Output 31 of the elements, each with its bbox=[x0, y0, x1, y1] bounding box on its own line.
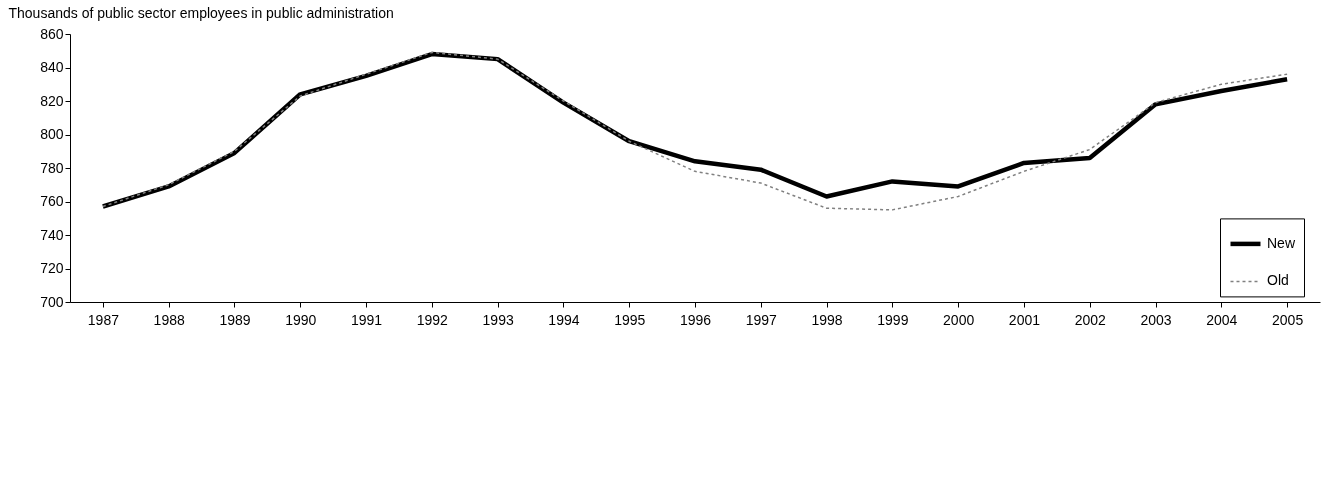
x-tick-label: 1993 bbox=[482, 311, 514, 328]
legend-label: New bbox=[1267, 234, 1296, 251]
x-tick-label: 1996 bbox=[679, 311, 712, 328]
x-tick-label: 2001 bbox=[1008, 311, 1041, 328]
x-tick-label: 2005 bbox=[1272, 311, 1304, 328]
x-tick-label: 2004 bbox=[1206, 311, 1238, 328]
y-tick-label: 780 bbox=[40, 159, 64, 176]
x-tick-label: 1988 bbox=[153, 311, 185, 328]
y-tick-label: 800 bbox=[40, 126, 64, 142]
y-tick-label: 740 bbox=[40, 226, 64, 243]
y-tick-label: 820 bbox=[40, 92, 64, 109]
y-tick-label: 860 bbox=[40, 25, 64, 42]
y-tick-label: 720 bbox=[40, 260, 64, 276]
y-tick-label: 700 bbox=[40, 293, 64, 310]
x-tick-label: 1991 bbox=[350, 311, 383, 328]
x-tick-label: 2000 bbox=[943, 311, 975, 328]
x-tick-label: 1989 bbox=[219, 311, 251, 328]
legend-label: Old bbox=[1267, 272, 1289, 289]
x-tick-label: 1990 bbox=[285, 311, 317, 328]
x-tick-label: 2002 bbox=[1074, 311, 1107, 328]
x-tick-label: 1997 bbox=[745, 311, 778, 328]
x-tick-label: 1992 bbox=[416, 311, 449, 328]
x-tick-label: 2003 bbox=[1140, 311, 1172, 328]
x-tick-label: 1995 bbox=[614, 311, 646, 328]
x-tick-label: 1998 bbox=[811, 311, 843, 328]
y-tick-label: 760 bbox=[40, 193, 64, 209]
y-axis-title: Thousands of public sector employees in public administration bbox=[8, 4, 394, 21]
x-tick-label: 1994 bbox=[548, 311, 580, 328]
x-tick-label: 1987 bbox=[87, 311, 120, 328]
x-tick-label: 1999 bbox=[877, 311, 909, 328]
y-tick-label: 840 bbox=[40, 59, 64, 75]
